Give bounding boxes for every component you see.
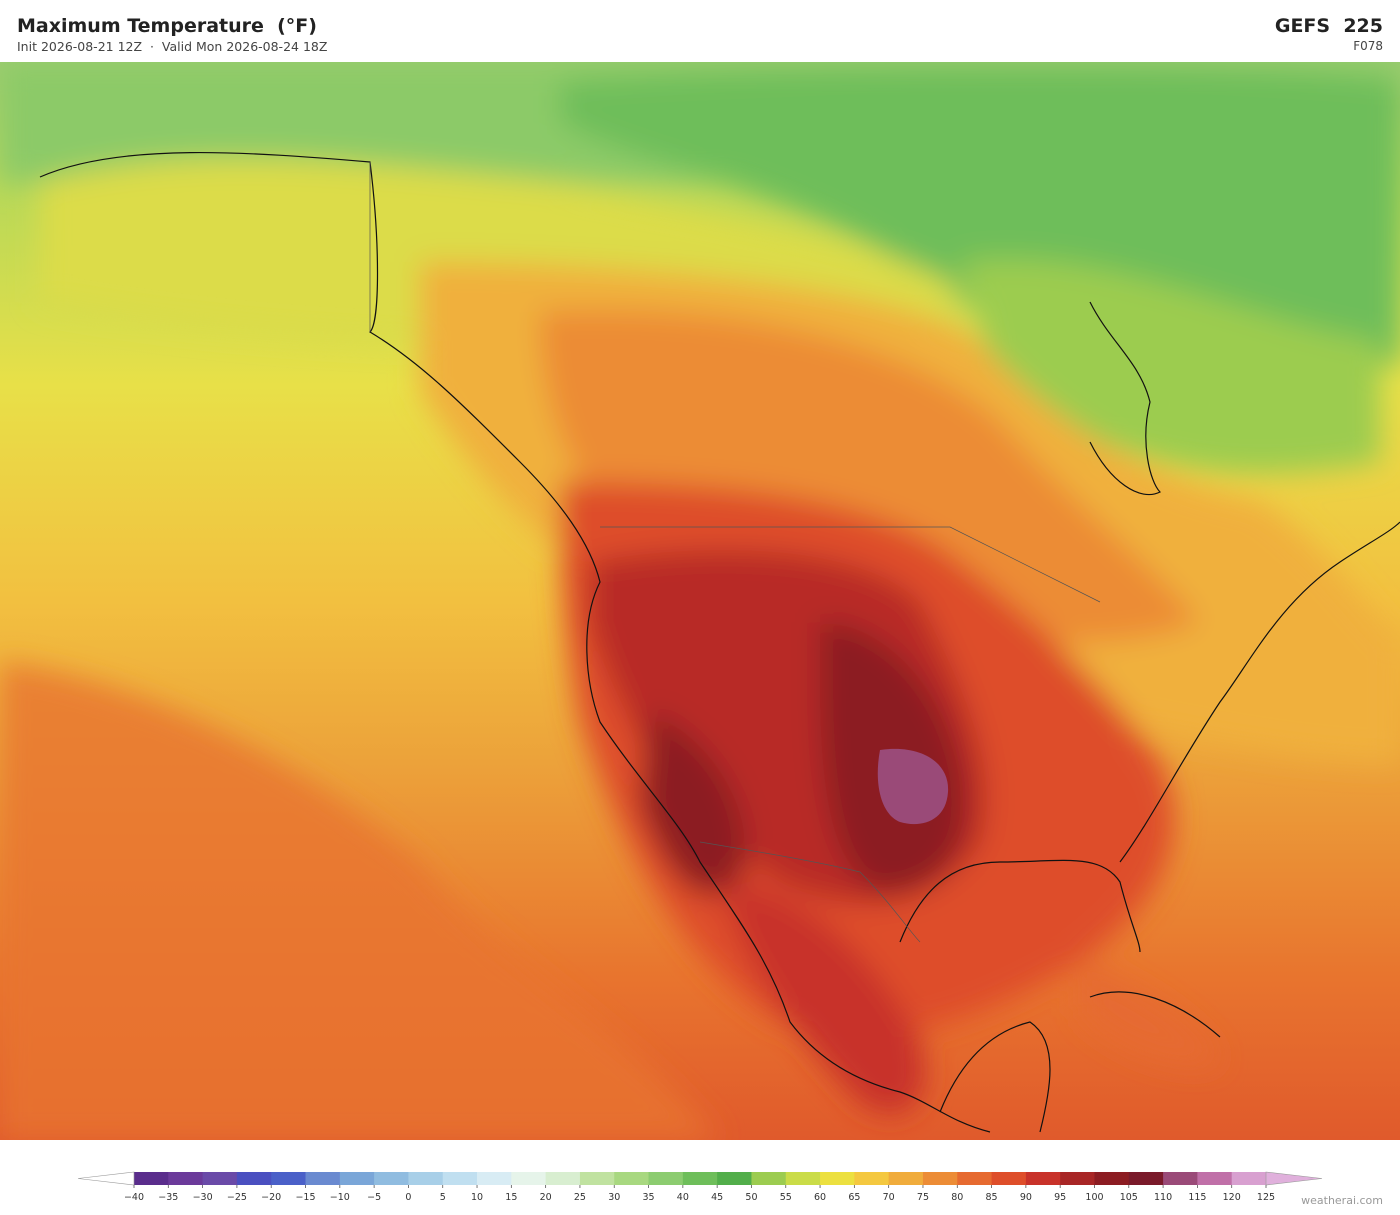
colorbar-tick-label: 65 [848, 1192, 860, 1203]
coastlines [39, 151, 1400, 1133]
colorbar-tick-label: −5 [367, 1192, 381, 1203]
colorbar-over [1265, 1171, 1323, 1186]
colorbar-bin [1025, 1172, 1061, 1185]
colorbar: −40 −35 −30 −25 −20 −15 −10 −5 0 5 10 15 20 25 30 35 40 4… [77, 1171, 1323, 1203]
colorbar-bin [717, 1172, 752, 1185]
colorbar-bin [1163, 1172, 1198, 1185]
colorbar-bin [1197, 1172, 1233, 1185]
colorbar-tick-label: 15 [505, 1192, 517, 1203]
colorbar-bin [202, 1172, 238, 1185]
colorbar-tick-label: 30 [608, 1192, 620, 1203]
colorbar-tick-label: 0 [405, 1192, 411, 1203]
colorbar-bin [991, 1172, 1027, 1185]
colorbar-bin [785, 1172, 821, 1185]
colorbar-bin [820, 1172, 855, 1185]
colorbar-tick-label: 45 [711, 1192, 723, 1203]
colorbar-tick-label: 105 [1120, 1192, 1138, 1203]
colorbar-bin [957, 1172, 993, 1185]
temperature-field [0, 62, 1400, 1140]
colorbar-tick-label: 20 [540, 1192, 552, 1203]
colorbar-tick-label: 85 [986, 1192, 998, 1203]
colorbar-bin [305, 1172, 341, 1185]
colorbar-bin [1094, 1172, 1130, 1185]
colorbar-tick-label: −40 [124, 1192, 144, 1203]
map [0, 62, 1400, 1140]
colorbar-bin [236, 1172, 272, 1185]
colorbar-tick-label: 75 [917, 1192, 929, 1203]
colorbar-bin [648, 1172, 684, 1185]
borders [369, 162, 1101, 943]
colorbar-bin [134, 1172, 169, 1185]
colorbar-tick-label: 60 [814, 1192, 826, 1203]
colorbar-bin [922, 1172, 958, 1185]
colorbar-tick-label: 50 [745, 1192, 757, 1203]
colorbar-bin [1128, 1172, 1164, 1185]
colorbar-bin [374, 1172, 409, 1185]
colorbar-bin [545, 1172, 581, 1185]
colorbar-tick-label: 120 [1223, 1192, 1241, 1203]
colorbar-under [77, 1171, 135, 1186]
colorbar-tick-label: −10 [330, 1192, 350, 1203]
forecast-step: F078 [1353, 39, 1383, 53]
colorbar-tick-label: 80 [951, 1192, 963, 1203]
colorbar-tick-label: 35 [642, 1192, 654, 1203]
colorbar-tick-label: 25 [574, 1192, 586, 1203]
colorbar-tick-label: 90 [1020, 1192, 1032, 1203]
hot-spot [877, 748, 949, 825]
colorbar-bin [614, 1172, 650, 1185]
colorbar-tick-label: 55 [780, 1192, 792, 1203]
colorbar-tick-label: 115 [1188, 1192, 1206, 1203]
colorbar-bin [168, 1172, 204, 1185]
model-label: GEFS 225 [1274, 15, 1383, 37]
colorbar-tick-label: 5 [440, 1192, 446, 1203]
colorbar-bin [477, 1172, 512, 1185]
colorbar-tick-label: 40 [677, 1192, 689, 1203]
credit: weatherai.com [1301, 1194, 1383, 1207]
colorbar-bin [511, 1172, 547, 1185]
colorbar-bin [442, 1172, 478, 1185]
map-title: Maximum Temperature (°F) [17, 15, 317, 37]
colorbar-tick-label: −35 [158, 1192, 178, 1203]
colorbar-bin [888, 1172, 924, 1185]
colorbar-bin [408, 1172, 444, 1185]
colorbar-tick-label: 110 [1154, 1192, 1172, 1203]
colorbar-tick-label: 10 [471, 1192, 483, 1203]
colorbar-tick-label: 100 [1085, 1192, 1103, 1203]
colorbar-bin [682, 1172, 718, 1185]
colorbar-tick-label: −25 [227, 1192, 247, 1203]
colorbar-bin [339, 1172, 375, 1185]
colorbar-bin [751, 1172, 787, 1185]
colorbar-bin [854, 1172, 890, 1185]
colorbar-tick-label: −15 [295, 1192, 315, 1203]
colorbar-tick-label: −30 [193, 1192, 213, 1203]
map-subtitle: Init 2026-08-21 12Z · Valid Mon 2026-08-… [17, 39, 328, 54]
colorbar-bin [579, 1172, 615, 1185]
colorbar-bin [271, 1172, 307, 1185]
colorbar-tick-label: −20 [261, 1192, 281, 1203]
colorbar-tick-label: 125 [1257, 1192, 1275, 1203]
colorbar-bin [1231, 1172, 1267, 1185]
colorbar-bin [1060, 1172, 1095, 1185]
colorbar-tick-label: 70 [883, 1192, 895, 1203]
colorbar-tick-label: 95 [1054, 1192, 1066, 1203]
